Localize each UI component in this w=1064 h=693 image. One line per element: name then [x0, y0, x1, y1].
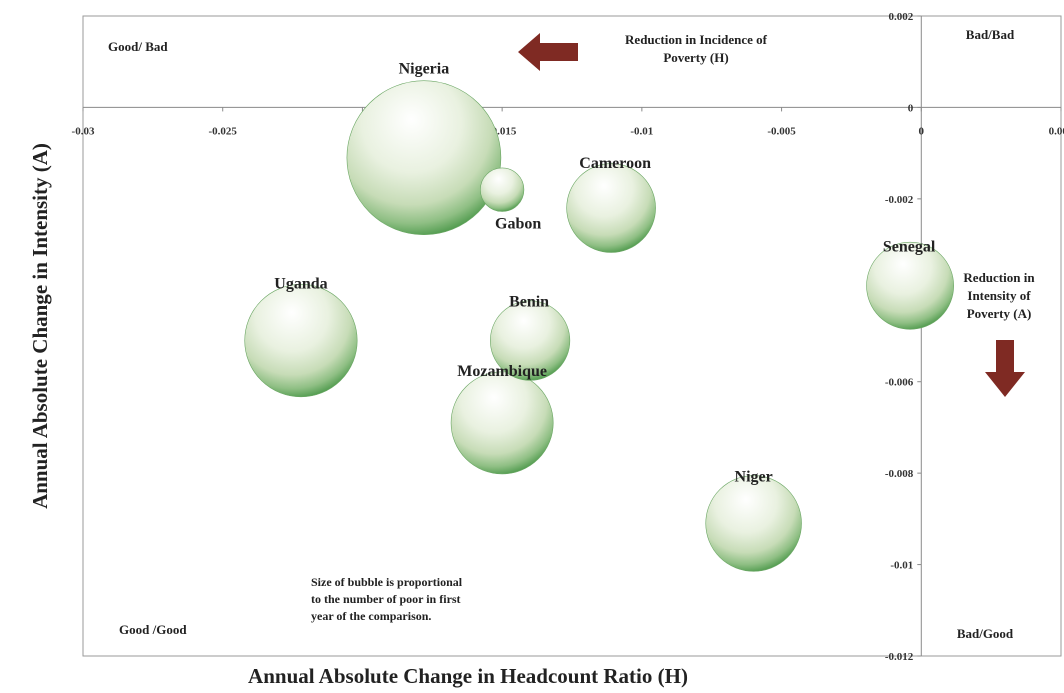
bubble-niger — [705, 475, 802, 572]
x-tick-label: -0.025 — [209, 125, 238, 137]
y-tick-label: -0.002 — [885, 194, 914, 206]
y-tick-label: 0.002 — [889, 11, 914, 23]
bubble-cameroon — [566, 163, 656, 253]
country-label: Mozambique — [457, 363, 547, 380]
h-arrow-text: Reduction in Incidence of — [625, 32, 768, 47]
quadrant-label-bottom-left: Good /Good — [119, 622, 187, 637]
y-tick-label: -0.01 — [890, 560, 913, 572]
bubble-size-note: Size of bubble is proportional — [311, 575, 463, 589]
country-label: Nigeria — [399, 61, 450, 78]
a-arrow-text: Poverty (A) — [967, 306, 1032, 321]
y-tick-label: -0.008 — [885, 468, 914, 480]
bubble-gabon — [480, 167, 525, 212]
country-label: Senegal — [883, 239, 936, 256]
y-tick-label: -0.006 — [885, 377, 914, 389]
bubble-mozambique — [450, 371, 554, 475]
x-tick-label: 0 — [919, 125, 925, 137]
x-tick-label: -0.01 — [630, 125, 653, 137]
quadrant-label-top-right: Bad/Bad — [966, 27, 1015, 42]
down-arrow-icon — [985, 340, 1025, 397]
bubble-uganda — [244, 284, 358, 398]
bubble-nigeria — [346, 80, 502, 236]
x-axis-title: Annual Absolute Change in Headcount Rati… — [248, 664, 688, 688]
bubble-size-note: to the number of poor in first — [311, 592, 461, 606]
bubble-benin — [490, 300, 571, 381]
plot-area — [82, 15, 1062, 657]
x-tick-label: 0.005 — [1049, 125, 1064, 137]
h-arrow-text: Poverty (H) — [663, 50, 728, 65]
y-tick-label: -0.012 — [885, 651, 914, 663]
country-label: Cameroon — [579, 155, 651, 172]
a-arrow-text: Reduction in — [963, 270, 1035, 285]
y-tick-label: 0 — [908, 102, 914, 114]
a-arrow-text: Intensity of — [967, 288, 1031, 303]
country-label: Gabon — [495, 216, 541, 233]
x-tick-label: -0.03 — [72, 125, 95, 137]
bubble-senegal — [866, 241, 954, 330]
quadrant-label-top-left: Good/ Bad — [108, 39, 168, 54]
country-label: Benin — [509, 294, 549, 311]
left-arrow-icon — [518, 33, 578, 71]
country-label: Niger — [735, 468, 773, 485]
y-axis-title: Annual Absolute Change in Intensity (A) — [28, 143, 52, 509]
country-label: Uganda — [274, 276, 327, 293]
quadrant-label-bottom-right: Bad/Good — [957, 626, 1014, 641]
x-tick-label: -0.005 — [767, 125, 796, 137]
bubble-size-note: year of the comparison. — [311, 609, 431, 623]
